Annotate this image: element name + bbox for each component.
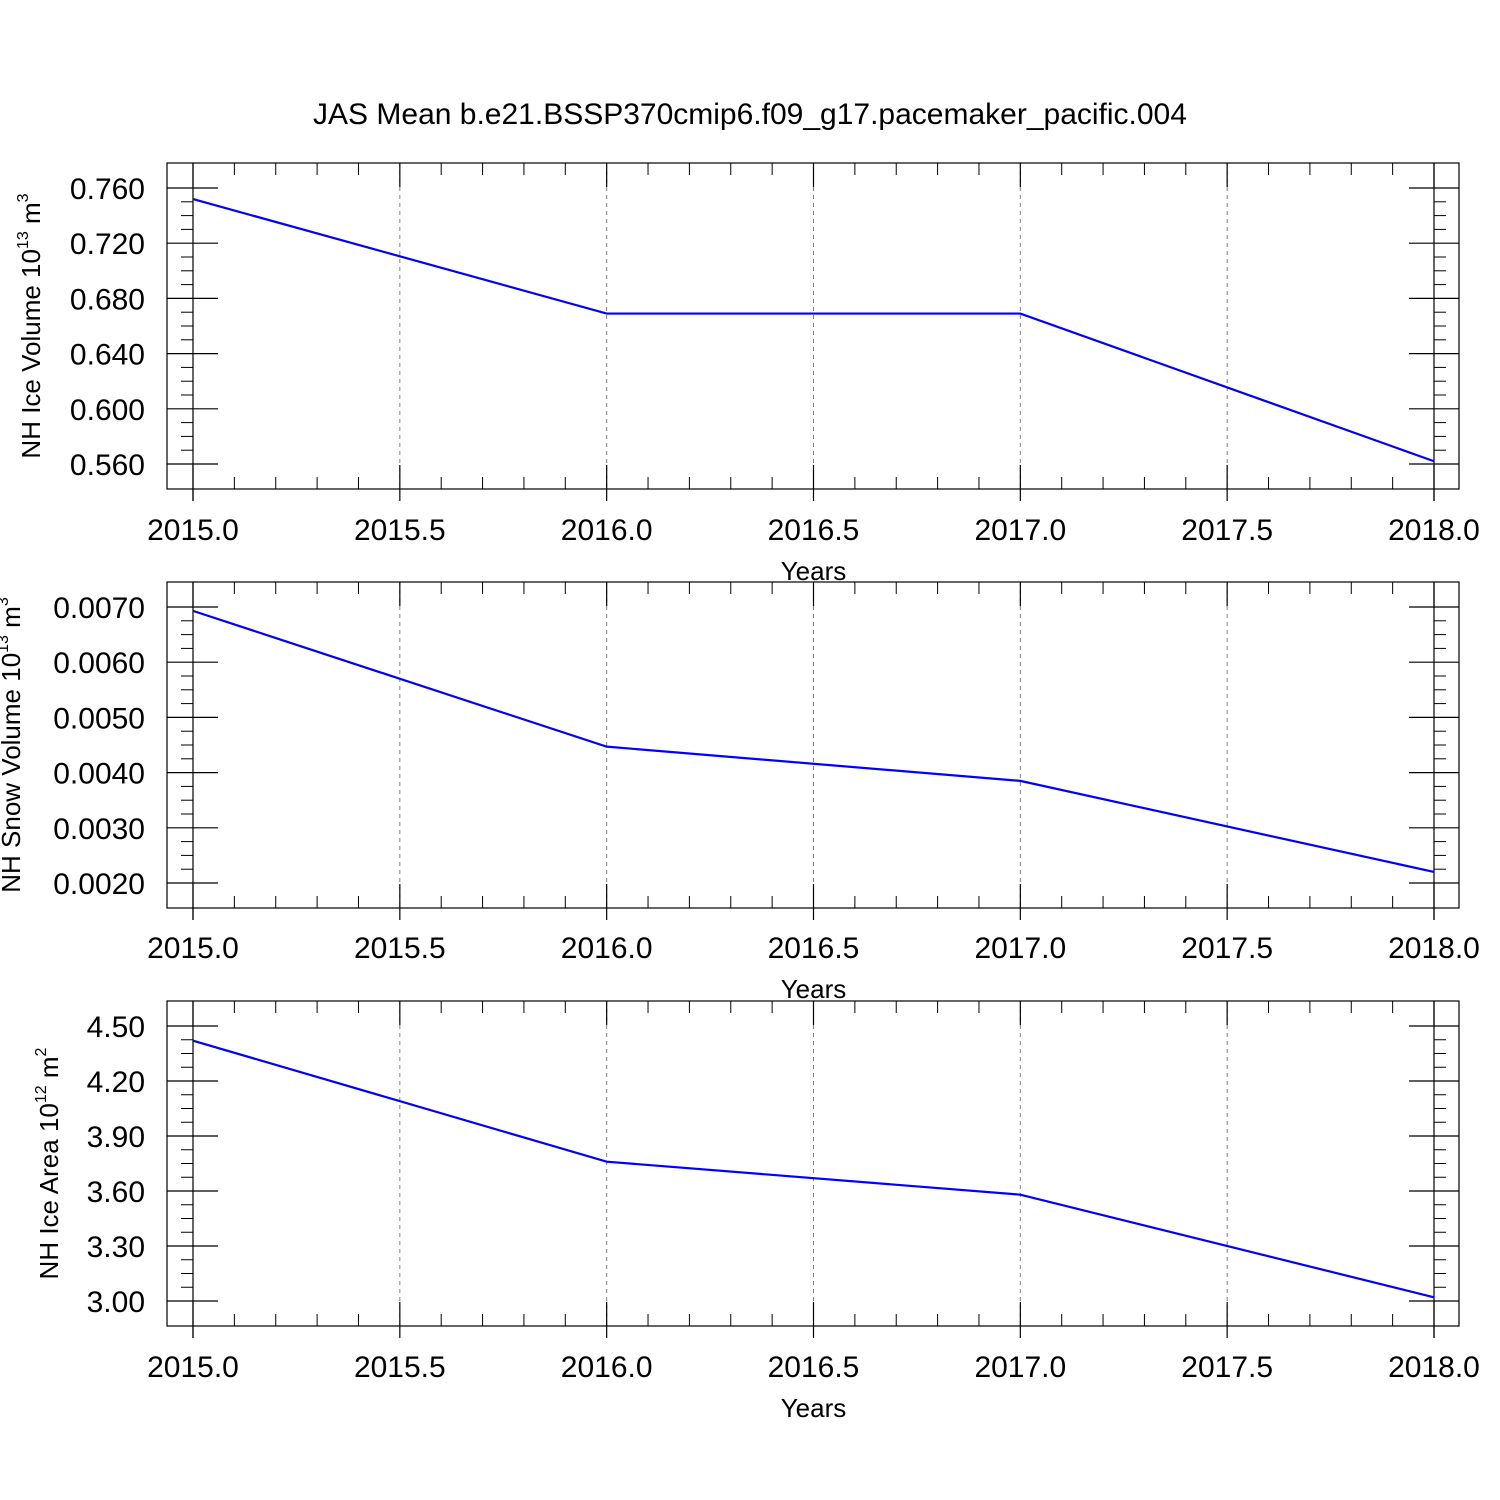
y-tick-label: 4.20 <box>87 1066 145 1099</box>
y-tick-label: 0.0040 <box>53 758 145 791</box>
y-tick-label: 0.680 <box>70 283 145 316</box>
x-tick-label: 2015.0 <box>147 514 239 547</box>
y-tick-label: 3.30 <box>87 1231 145 1264</box>
series-line <box>192 1039 1435 1299</box>
x-tick-label: 2015.0 <box>147 932 239 965</box>
x-tick-label: 2017.5 <box>1181 1351 1273 1384</box>
y-axis-title: NH Ice Volume 1013 m3 <box>15 193 46 458</box>
y-tick-label: 0.0070 <box>53 592 145 625</box>
y-axis-title: NH Ice Area 1012 m2 <box>33 1047 64 1279</box>
x-axis-title: Years <box>781 556 847 586</box>
y-axis-title: NH Snow Volume 1013 m3 <box>0 597 26 893</box>
x-tick-label: 2017.5 <box>1181 932 1273 965</box>
y-tick-label: 3.00 <box>87 1286 145 1319</box>
x-axis-title: Years <box>781 1393 847 1423</box>
y-tick-label: 0.560 <box>70 449 145 482</box>
y-tick-label: 0.0030 <box>53 813 145 846</box>
series-line <box>192 197 1435 463</box>
y-tick-label: 3.60 <box>87 1176 145 1209</box>
panel-ice-volume: 2015.0 2015.5 2016.0 2016.5 2017.0 2017.5 2018… <box>15 162 1480 586</box>
y-tick-label: 0.0020 <box>53 868 145 901</box>
x-tick-label: 2016.5 <box>768 514 860 547</box>
y-tick-label: 0.0060 <box>53 647 145 680</box>
x-tick-label: 2018.0 <box>1388 1351 1480 1384</box>
series-line <box>192 609 1435 874</box>
x-axis-title: Years <box>781 974 847 1004</box>
x-tick-label: 2016.0 <box>561 932 653 965</box>
panel-snow-volume: 2015.0 2015.5 2016.0 2016.5 2017.0 2017.5 2018… <box>0 581 1480 1004</box>
x-tick-label: 2017.0 <box>974 932 1066 965</box>
x-tick-label: 2017.0 <box>974 1351 1066 1384</box>
y-tick-label: 0.760 <box>70 173 145 206</box>
y-tick-label: 3.90 <box>87 1121 145 1154</box>
x-tick-label: 2015.5 <box>354 1351 446 1384</box>
x-tick-label: 2017.5 <box>1181 514 1273 547</box>
x-tick-label: 2016.0 <box>561 514 653 547</box>
panel-ice-area: 2015.0 2015.5 2016.0 2016.5 2017.0 2017.5 2018… <box>33 1000 1480 1423</box>
page-title: JAS Mean b.e21.BSSP370cmip6.f09_g17.pace… <box>313 98 1187 131</box>
x-tick-label: 2015.5 <box>354 932 446 965</box>
y-tick-label: 0.640 <box>70 339 145 372</box>
x-tick-label: 2018.0 <box>1388 514 1480 547</box>
y-tick-label: 0.600 <box>70 394 145 427</box>
y-tick-label: 4.50 <box>87 1011 145 1044</box>
x-tick-label: 2016.5 <box>768 1351 860 1384</box>
y-tick-label: 0.720 <box>70 228 145 261</box>
x-tick-label: 2015.5 <box>354 514 446 547</box>
x-tick-label: 2018.0 <box>1388 932 1480 965</box>
x-tick-label: 2015.0 <box>147 1351 239 1384</box>
x-tick-label: 2016.5 <box>768 932 860 965</box>
x-tick-label: 2017.0 <box>974 514 1066 547</box>
y-tick-label: 0.0050 <box>53 702 145 735</box>
x-tick-label: 2016.0 <box>561 1351 653 1384</box>
